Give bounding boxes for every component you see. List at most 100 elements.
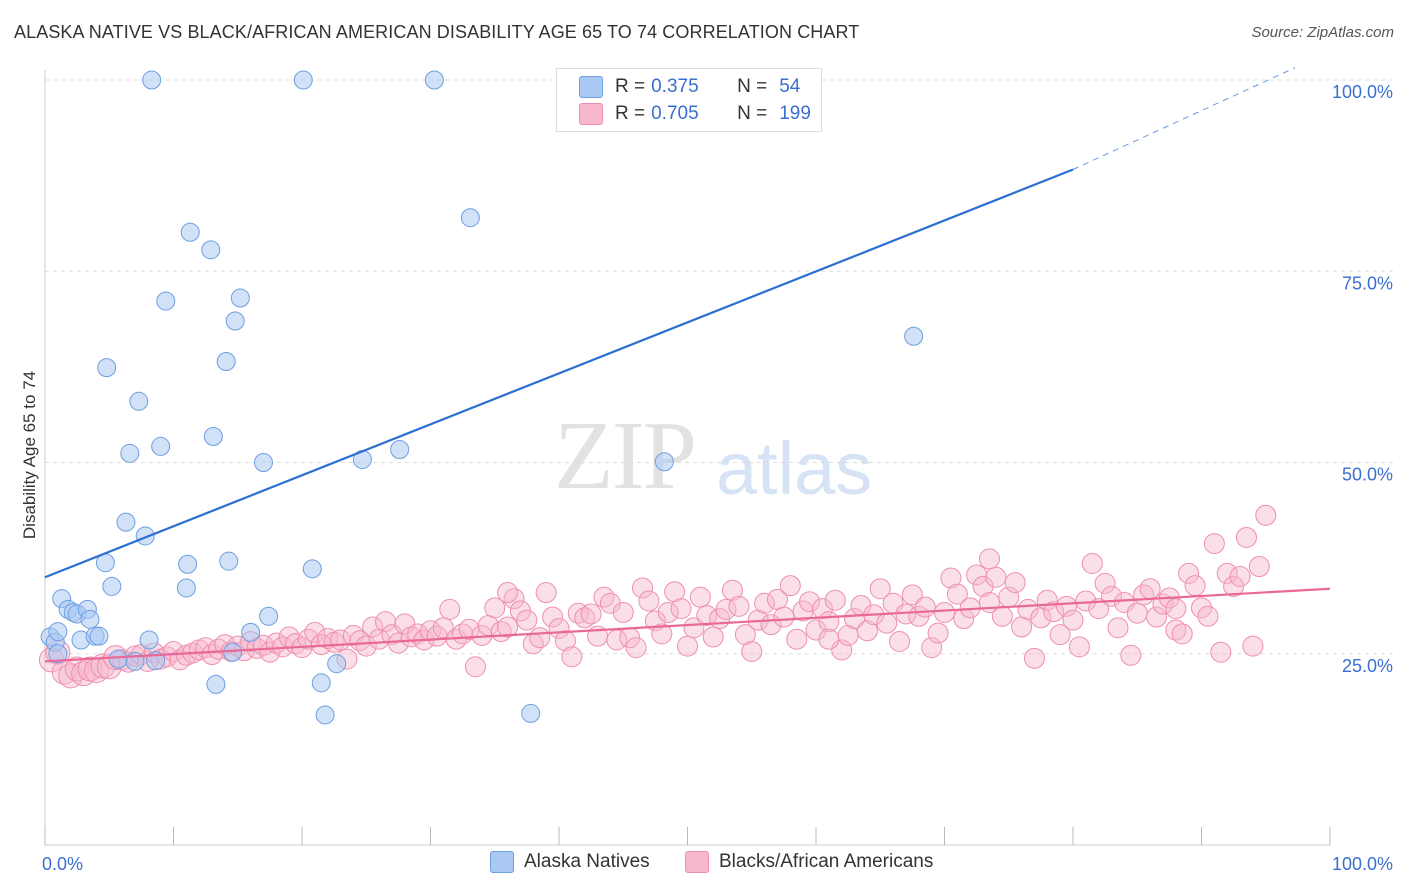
blue-point (654, 452, 674, 472)
blue-point (315, 705, 335, 725)
pink-point (632, 577, 654, 599)
blue-point (302, 559, 322, 579)
pink-point (1165, 619, 1187, 641)
pink-point (914, 596, 936, 618)
x-tick-label: 0.0% (42, 854, 83, 874)
pink-point (670, 598, 692, 620)
blue-point (142, 70, 162, 90)
pink-point (779, 575, 801, 597)
pink-point (1023, 647, 1045, 669)
blue-point (327, 654, 347, 674)
pink-point (580, 603, 602, 625)
blue-point (216, 352, 236, 372)
pink-point (1017, 598, 1039, 620)
legend-r-label: R = (615, 76, 646, 97)
pink-point (702, 626, 724, 648)
legend-row-alaska: R = 0.375 N = 54 (579, 75, 800, 99)
legend-n-label: N = (737, 76, 768, 97)
pink-point (651, 623, 673, 645)
blue-point (116, 512, 136, 532)
legend-r-value: 0.705 (651, 103, 699, 124)
blue-point (151, 436, 171, 456)
pink-point (940, 567, 962, 589)
blue-point (206, 674, 226, 694)
pink-point (985, 566, 1007, 588)
pink-point (163, 640, 184, 662)
y-tick-label: 25.0% (1342, 656, 1393, 676)
pink-point (285, 633, 307, 655)
pink-point (497, 616, 519, 638)
bottom-legend-black[interactable]: Blacks/African Americans (685, 851, 933, 873)
blue-point (120, 443, 140, 463)
legend-n-value: 199 (779, 103, 811, 124)
pink-point (355, 635, 377, 657)
blue-point (904, 326, 924, 346)
blue-point (156, 291, 176, 311)
pink-point (715, 598, 737, 620)
blue-point (230, 288, 250, 308)
pink-point (1197, 605, 1219, 627)
pink-point (535, 582, 557, 604)
pink-point (1216, 562, 1238, 584)
pink-point (1248, 556, 1270, 578)
pink-point (1203, 533, 1225, 555)
blue-point (178, 554, 198, 574)
legend-swatch-alaska (579, 76, 603, 98)
pink-point (1229, 565, 1251, 587)
pink-point (362, 616, 384, 638)
pink-point (728, 595, 750, 617)
stats-legend: R = 0.375 N = 54 R = 0.705 N = 199 (556, 68, 822, 132)
blue-point (241, 622, 261, 642)
pink-point (1081, 552, 1103, 574)
pink-point (799, 591, 821, 613)
legend-r-value: 0.375 (651, 76, 699, 97)
bottom-legend-swatch-alaska (490, 851, 514, 873)
pink-point (1165, 598, 1187, 620)
pink-point (484, 597, 506, 619)
pink-point (1178, 562, 1200, 584)
blue-point (48, 622, 68, 642)
pink-point (561, 646, 583, 668)
pink-point (657, 601, 679, 623)
blue-point (97, 358, 117, 378)
y-tick-label: 75.0% (1342, 273, 1393, 293)
pink-point (734, 624, 756, 646)
pink-point (497, 582, 519, 604)
pink-point (786, 628, 808, 650)
blue-point (460, 208, 480, 228)
bottom-legend-swatch-black (685, 851, 709, 873)
pink-point (1255, 504, 1277, 526)
pink-point (542, 606, 564, 628)
pink-point (664, 581, 686, 603)
pink-point (1223, 575, 1245, 597)
legend-r-label: R = (615, 103, 646, 124)
pink-point (612, 601, 634, 623)
pink-point (304, 621, 326, 643)
bottom-legend-alaska[interactable]: Alaska Natives (490, 851, 650, 873)
legend-swatch-black (579, 103, 603, 125)
pink-point (1011, 616, 1033, 638)
pink-point (689, 586, 711, 608)
watermark-atlas: atlas (716, 427, 873, 510)
pink-point (934, 601, 955, 623)
blue-point (311, 673, 331, 693)
blue-point (102, 576, 122, 596)
pink-point (991, 605, 1013, 627)
blue-point (180, 222, 200, 242)
pink-point (516, 609, 538, 631)
legend-n-value: 54 (779, 76, 801, 97)
blue-point (108, 649, 128, 669)
pink-point (1068, 636, 1090, 658)
pink-point (1126, 602, 1148, 624)
pink-point (464, 656, 486, 678)
legend-row-black: R = 0.705 N = 199 (579, 102, 811, 126)
blue-point (424, 70, 444, 90)
pink-point (856, 620, 878, 642)
pink-point (529, 627, 551, 649)
pink-point (593, 586, 615, 608)
blue-point (89, 626, 109, 646)
y-axis-label-wrap: Disability Age 65 to 74 (18, 300, 42, 610)
blue-point (201, 240, 221, 260)
pink-point (439, 598, 461, 620)
